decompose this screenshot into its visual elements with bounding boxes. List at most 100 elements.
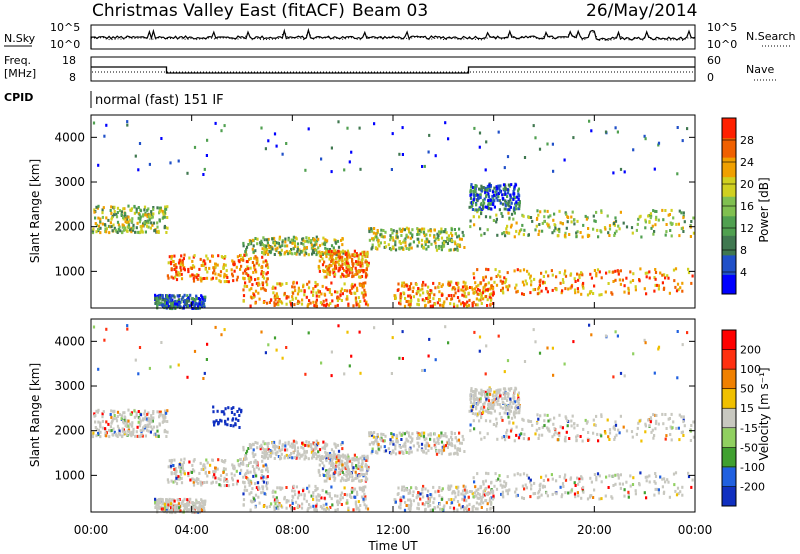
- velocity-cell: [314, 444, 317, 448]
- power-cell: [330, 244, 334, 248]
- velocity-cell: [515, 425, 518, 429]
- velocity-cell: [180, 476, 183, 480]
- velocity-cell: [320, 496, 323, 500]
- velocity-cell: [473, 330, 476, 334]
- power-cell: [202, 301, 205, 305]
- velocity-cell: [219, 478, 222, 482]
- velocity-cell: [150, 416, 153, 420]
- power-cell: [395, 236, 398, 240]
- power-cell: [438, 290, 441, 294]
- power-cell: [513, 192, 516, 196]
- power-cell: [500, 212, 503, 215]
- velocity-cell: [193, 458, 196, 462]
- power-cell: [458, 237, 462, 241]
- power-cell: [186, 171, 189, 175]
- power-cell: [507, 200, 510, 204]
- power-cell: [472, 201, 475, 205]
- velocity-cell: [346, 499, 349, 503]
- velocity-cell: [522, 472, 526, 476]
- power-cell: [209, 259, 212, 263]
- power-cell: [468, 205, 471, 209]
- power-cell: [580, 292, 583, 296]
- power-cell: [460, 288, 463, 292]
- velocity-cell: [467, 495, 470, 499]
- power-cell: [492, 196, 495, 200]
- velocity-cell: [341, 453, 345, 457]
- power-cell: [261, 255, 264, 259]
- velocity-cell: [103, 338, 106, 342]
- velocity-cell: [453, 508, 456, 512]
- velocity-cell: [343, 372, 346, 376]
- velocity-cell: [355, 456, 358, 460]
- velocity-cell: [502, 495, 505, 499]
- power-cell: [376, 237, 379, 241]
- power-cell: [249, 278, 252, 282]
- power-cell: [97, 224, 101, 228]
- power-cell: [180, 277, 184, 281]
- power-cell: [654, 223, 657, 227]
- velocity-cell: [429, 508, 432, 512]
- velocity-cell: [581, 439, 584, 443]
- power-cell: [188, 304, 191, 308]
- velocity-cell: [160, 497, 163, 501]
- power-cell: [330, 281, 333, 285]
- power-cell: [340, 238, 343, 242]
- velocity-cell: [237, 463, 240, 467]
- velocity-cell: [497, 334, 500, 338]
- power-cell: [539, 210, 542, 214]
- power-cell: [451, 234, 454, 237]
- power-cell: [291, 252, 294, 256]
- power-cell: [556, 234, 559, 238]
- cpid-text: normal (fast) 151 IF: [95, 93, 224, 108]
- power-cell: [347, 264, 350, 268]
- power-cell: [681, 289, 684, 293]
- power-cell: [551, 288, 554, 292]
- power-cell: [267, 139, 270, 143]
- power-cell: [407, 294, 410, 298]
- power-cell: [280, 300, 283, 304]
- velocity-cell: [388, 451, 392, 455]
- power-cell: [484, 191, 487, 195]
- velocity-cell: [249, 482, 252, 486]
- velocity-cell: [324, 508, 328, 512]
- power-cell: [339, 289, 342, 293]
- velocity-cell: [205, 358, 208, 361]
- velocity-cell: [333, 478, 336, 482]
- velocity-cell: [558, 434, 561, 438]
- power-cell: [614, 219, 618, 223]
- power-cell: [463, 246, 466, 249]
- power-cell: [450, 297, 454, 301]
- power-cell: [253, 264, 256, 268]
- velocity-cell: [425, 501, 428, 504]
- power-cell: [442, 244, 446, 248]
- velocity-cell: [463, 495, 466, 499]
- power-cell: [124, 220, 127, 224]
- velocity-cell: [293, 507, 296, 511]
- velocity-cell: [623, 494, 626, 498]
- velocity-cell: [300, 454, 303, 458]
- velocity-cell: [487, 399, 491, 403]
- velocity-cell: [326, 492, 329, 496]
- velocity-cell: [111, 420, 114, 424]
- power-cell: [399, 242, 402, 245]
- velocity-cell: [462, 484, 465, 488]
- velocity-cell: [534, 432, 537, 436]
- velocity-cell: [294, 493, 297, 497]
- power-cell: [365, 260, 368, 264]
- power-cell: [453, 240, 457, 244]
- power-cell: [132, 226, 135, 230]
- power-cell: [405, 247, 408, 250]
- velocity-cell: [351, 486, 354, 490]
- power-cell: [612, 171, 615, 175]
- power-cell: [305, 295, 308, 299]
- velocity-cell: [139, 419, 142, 423]
- velocity-cell: [118, 413, 122, 417]
- velocity-cell: [242, 448, 245, 452]
- velocity-cell: [506, 359, 510, 363]
- velocity-cell: [367, 466, 370, 470]
- power-cell: [265, 264, 268, 268]
- power-cell: [181, 259, 184, 263]
- velocity-cell: [657, 345, 661, 349]
